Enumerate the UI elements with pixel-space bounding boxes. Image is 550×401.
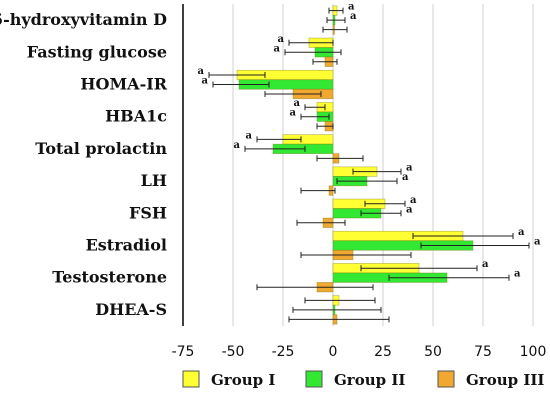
category-label: HBA1c — [105, 107, 167, 126]
significance-label: a — [514, 269, 521, 280]
category-label: Estradiol — [86, 236, 167, 255]
significance-label: a — [406, 163, 413, 174]
x-tick-label: -25 — [272, 344, 295, 360]
significance-label: a — [198, 66, 205, 77]
category-label: FSH — [129, 203, 167, 222]
legend-label: Group II — [334, 371, 405, 389]
legend-swatch — [437, 370, 455, 388]
legend: Group I Group II Group III — [182, 370, 544, 389]
significance-label: a — [518, 227, 525, 238]
significance-label: a — [348, 2, 355, 13]
significance-label: a — [402, 172, 409, 183]
x-tick-label: 0 — [329, 344, 338, 360]
x-tick-label: -50 — [222, 344, 245, 360]
significance-label: a — [534, 237, 541, 248]
bars — [236, 5, 474, 325]
legend-swatch — [182, 370, 200, 388]
significance-label: a — [410, 195, 417, 206]
category-label: LH — [141, 171, 167, 190]
category-label: Fasting glucose — [27, 42, 167, 61]
x-tick-label: 100 — [520, 344, 547, 360]
category-label: 25-hydroxyvitamin D — [0, 10, 167, 29]
significance-label: a — [274, 43, 281, 54]
x-tick-label: 75 — [474, 344, 492, 360]
legend-label: Group I — [211, 371, 275, 389]
significance-label: a — [278, 34, 285, 45]
legend-label: Group III — [466, 371, 544, 389]
significance-label: a — [202, 76, 209, 87]
category-label: Testosterone — [52, 268, 167, 287]
significance-label: a — [294, 98, 301, 109]
significance-label: a — [246, 130, 253, 141]
significance-label: a — [290, 108, 297, 119]
category-label: Total prolactin — [35, 139, 167, 158]
labels: -75 -50 -25 0 25 50 75 100 25-hydroxyvitamin D Fa… — [0, 2, 546, 360]
x-tick-label: -75 — [172, 344, 195, 360]
legend-swatch — [305, 370, 323, 388]
x-tick-label: 50 — [424, 344, 442, 360]
error-bars — [208, 7, 530, 323]
significance-label: a — [406, 204, 413, 215]
significance-label: a — [482, 259, 489, 270]
significance-label: a — [350, 11, 357, 22]
significance-label: a — [234, 140, 241, 151]
x-tick-label: 25 — [374, 344, 392, 360]
category-label: HOMA-IR — [80, 75, 167, 94]
category-label: DHEA-S — [95, 300, 167, 319]
